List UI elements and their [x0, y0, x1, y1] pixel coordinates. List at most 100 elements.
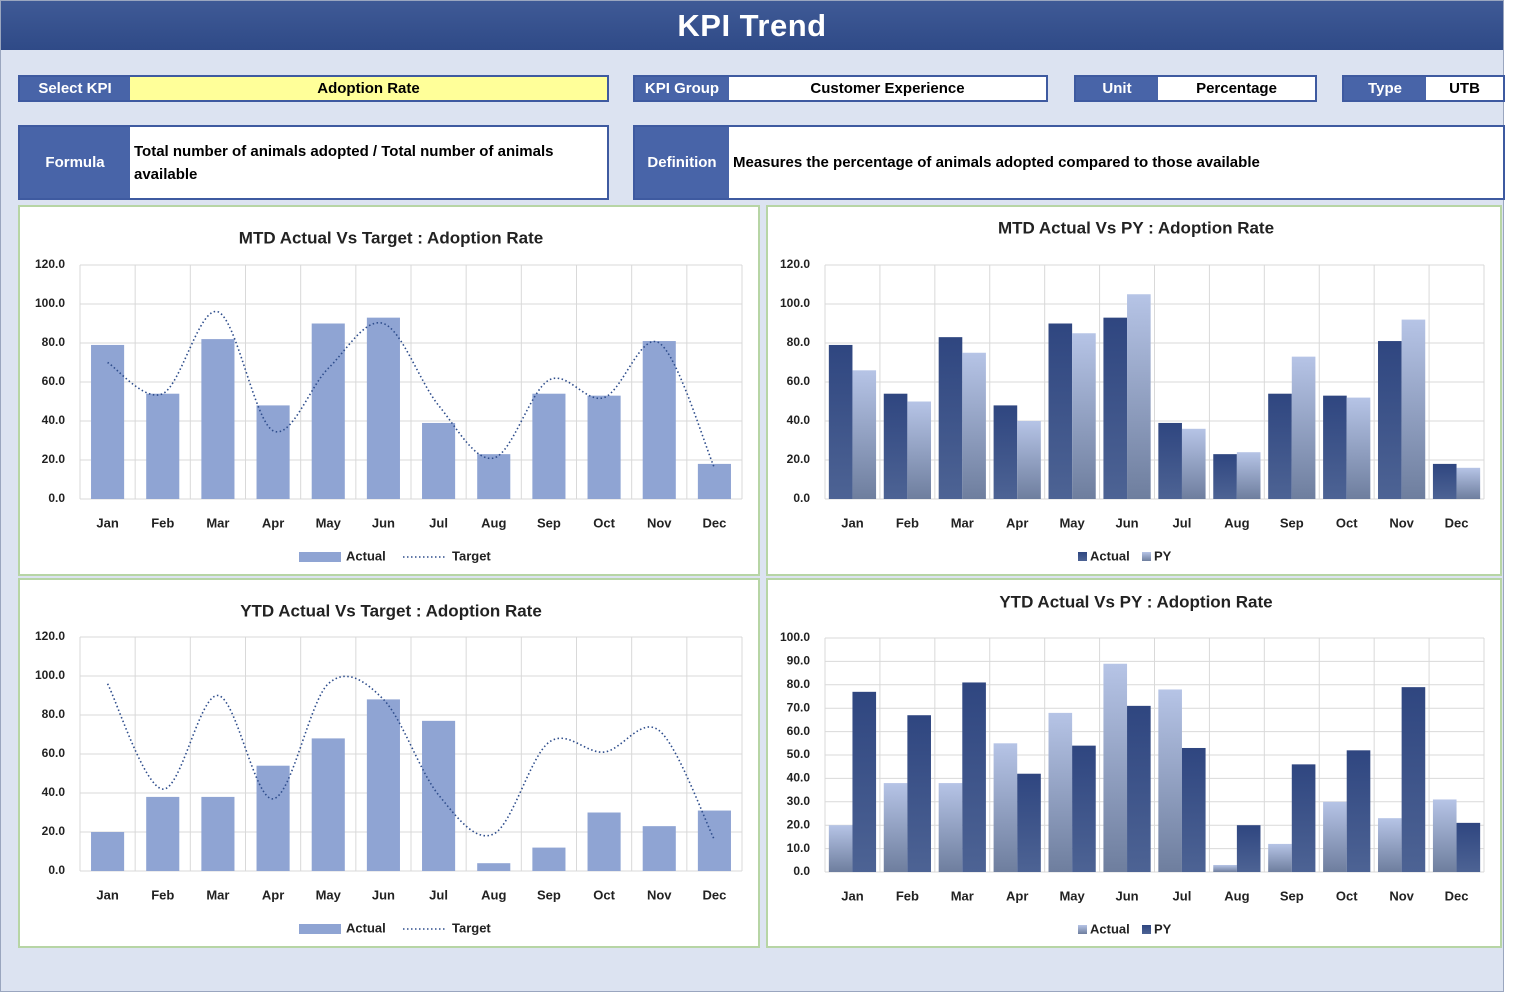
bar-actual: [993, 743, 1018, 872]
line-target: [106, 675, 716, 841]
y-tick-label: 0.0: [793, 864, 810, 878]
y-tick-label: 80.0: [787, 335, 811, 349]
x-tick-label: May: [316, 515, 342, 530]
select-kpi-field[interactable]: Select KPI Adoption Rate: [18, 75, 609, 102]
x-tick-label: Jul: [429, 515, 448, 530]
x-tick-label: Jan: [841, 515, 863, 530]
chart-panel-mtd-py: MTD Actual Vs PY : Adoption Rate 0.0 20.0 4…: [766, 205, 1502, 576]
bar-actual: [1048, 712, 1073, 872]
chart-title: MTD Actual Vs Target : Adoption Rate: [239, 228, 543, 247]
legend-label-actual: Actual: [346, 920, 386, 935]
bar-actual: [938, 783, 963, 872]
y-tick-label: 60.0: [42, 746, 66, 760]
bar-py: [1017, 773, 1041, 872]
x-tick-label: May: [1059, 888, 1085, 903]
y-tick-label: 20.0: [42, 824, 66, 838]
bar-actual: [1323, 801, 1347, 872]
x-tick-label: Mar: [206, 515, 229, 530]
bar-py: [852, 691, 877, 872]
bar-actual: [828, 344, 853, 499]
chart-panel-ytd-py: YTD Actual Vs PY : Adoption Rate 0.0 10.0 2…: [766, 578, 1502, 948]
bar-py: [1181, 428, 1206, 499]
x-tick-label: Aug: [481, 887, 506, 902]
bar-actual: [256, 765, 290, 871]
x-tick-label: Nov: [647, 887, 672, 902]
x-tick-label: Dec: [1445, 515, 1469, 530]
x-tick-label: Jun: [1115, 888, 1138, 903]
bar-py: [1072, 745, 1096, 872]
x-tick-label: Jan: [96, 887, 118, 902]
definition-label: Definition: [635, 127, 729, 198]
x-tick-label: Aug: [1224, 515, 1249, 530]
x-tick-label: Nov: [647, 515, 672, 530]
y-tick-label: 100.0: [35, 668, 65, 682]
formula-field: Formula Total number of animals adopted …: [18, 125, 609, 200]
bar-actual: [311, 738, 345, 871]
x-tick-label: Oct: [593, 887, 615, 902]
y-tick-label: 60.0: [787, 724, 811, 738]
bar-py: [1401, 687, 1426, 872]
line-target: [107, 310, 716, 469]
kpi-group-value: Customer Experience: [729, 77, 1046, 100]
select-kpi-value[interactable]: Adoption Rate: [130, 77, 607, 100]
x-tick-label: Mar: [206, 887, 229, 902]
bar-py: [962, 352, 986, 499]
bar-py: [1291, 356, 1316, 499]
bar-actual: [532, 847, 566, 871]
bar-actual: [938, 337, 963, 499]
y-tick-label: 100.0: [780, 296, 810, 310]
bar-py: [1346, 397, 1371, 499]
legend-label-target: Target: [452, 920, 491, 935]
legend-label-actual: Actual: [1090, 921, 1130, 936]
x-tick-label: Mar: [951, 515, 974, 530]
legend-swatch-actual: [1078, 925, 1087, 934]
bar-actual: [1268, 843, 1292, 872]
bar-actual: [1158, 422, 1182, 499]
bar-actual: [366, 699, 400, 871]
y-tick-label: 10.0: [787, 841, 811, 855]
bar-actual: [1158, 689, 1182, 872]
x-tick-label: Sep: [537, 887, 561, 902]
x-tick-label: Sep: [1280, 888, 1304, 903]
bar-actual: [1048, 323, 1073, 499]
y-tick-label: 80.0: [42, 335, 66, 349]
x-tick-label: May: [1059, 515, 1085, 530]
y-tick-label: 20.0: [42, 452, 66, 466]
bar-actual: [587, 395, 621, 499]
bar-actual: [697, 463, 731, 499]
bar-actual: [366, 317, 400, 499]
legend-swatch-py: [1142, 925, 1151, 934]
page-title: KPI Trend: [1, 1, 1503, 50]
legend-label-py: PY: [1154, 548, 1172, 563]
bar-py: [1236, 825, 1261, 872]
chart-mtd-py: MTD Actual Vs PY : Adoption Rate 0.0 20.0 4…: [780, 218, 1485, 563]
y-tick-label: 120.0: [35, 629, 65, 643]
y-tick-label: 0.0: [48, 491, 65, 505]
legend-label-py: PY: [1154, 921, 1172, 936]
type-label: Type: [1344, 77, 1426, 100]
chart-title: MTD Actual Vs PY : Adoption Rate: [998, 218, 1274, 237]
unit-label: Unit: [1076, 77, 1158, 100]
x-tick-label: Feb: [151, 887, 174, 902]
x-tick-label: Feb: [151, 515, 174, 530]
x-tick-label: Sep: [537, 515, 561, 530]
bar-py: [1291, 764, 1316, 872]
bar-actual: [1268, 393, 1292, 499]
bar-actual: [422, 422, 456, 499]
y-tick-label: 0.0: [793, 491, 810, 505]
bar-py: [1127, 705, 1151, 872]
bar-actual: [311, 323, 345, 499]
legend-swatch-actual: [1078, 552, 1087, 561]
x-tick-label: Oct: [1336, 515, 1358, 530]
y-tick-label: 30.0: [787, 794, 811, 808]
x-tick-label: Dec: [702, 515, 726, 530]
y-tick-label: 50.0: [787, 747, 811, 761]
bar-actual: [256, 405, 290, 499]
bar-actual: [1323, 395, 1347, 499]
x-tick-label: Apr: [262, 887, 284, 902]
bar-actual: [422, 720, 456, 871]
definition-field: Definition Measures the percentage of an…: [633, 125, 1505, 200]
bar-actual: [883, 393, 908, 499]
bar-py: [962, 682, 986, 872]
y-tick-label: 40.0: [787, 771, 811, 785]
